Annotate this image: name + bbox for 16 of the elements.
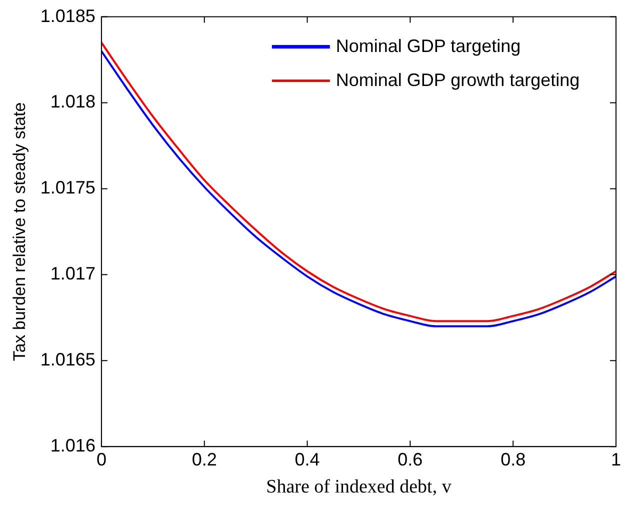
x-tick-label: 1 (610, 449, 622, 470)
y-tick-label: 1.017 (50, 264, 96, 284)
legend-label: Nominal GDP targeting (336, 36, 521, 56)
y-tick-label: 1.016 (50, 436, 96, 456)
y-tick-label: 1.0185 (40, 6, 96, 26)
y-axis-title: Tax burden relative to steady state (10, 102, 29, 362)
x-tick-label: 0.2 (192, 449, 217, 470)
x-tick-label: 0.6 (398, 449, 423, 470)
y-tick-label: 1.0175 (40, 178, 96, 198)
legend-label: Nominal GDP growth targeting (336, 70, 580, 90)
y-tick-label: 1.018 (50, 92, 96, 112)
x-tick-label: 0 (96, 449, 106, 470)
y-tick-label: 1.0165 (40, 350, 96, 370)
x-tick-label: 0.8 (500, 449, 526, 470)
x-tick-label: 0.4 (294, 449, 320, 470)
x-axis-title: Share of indexed debt, v (266, 476, 452, 498)
